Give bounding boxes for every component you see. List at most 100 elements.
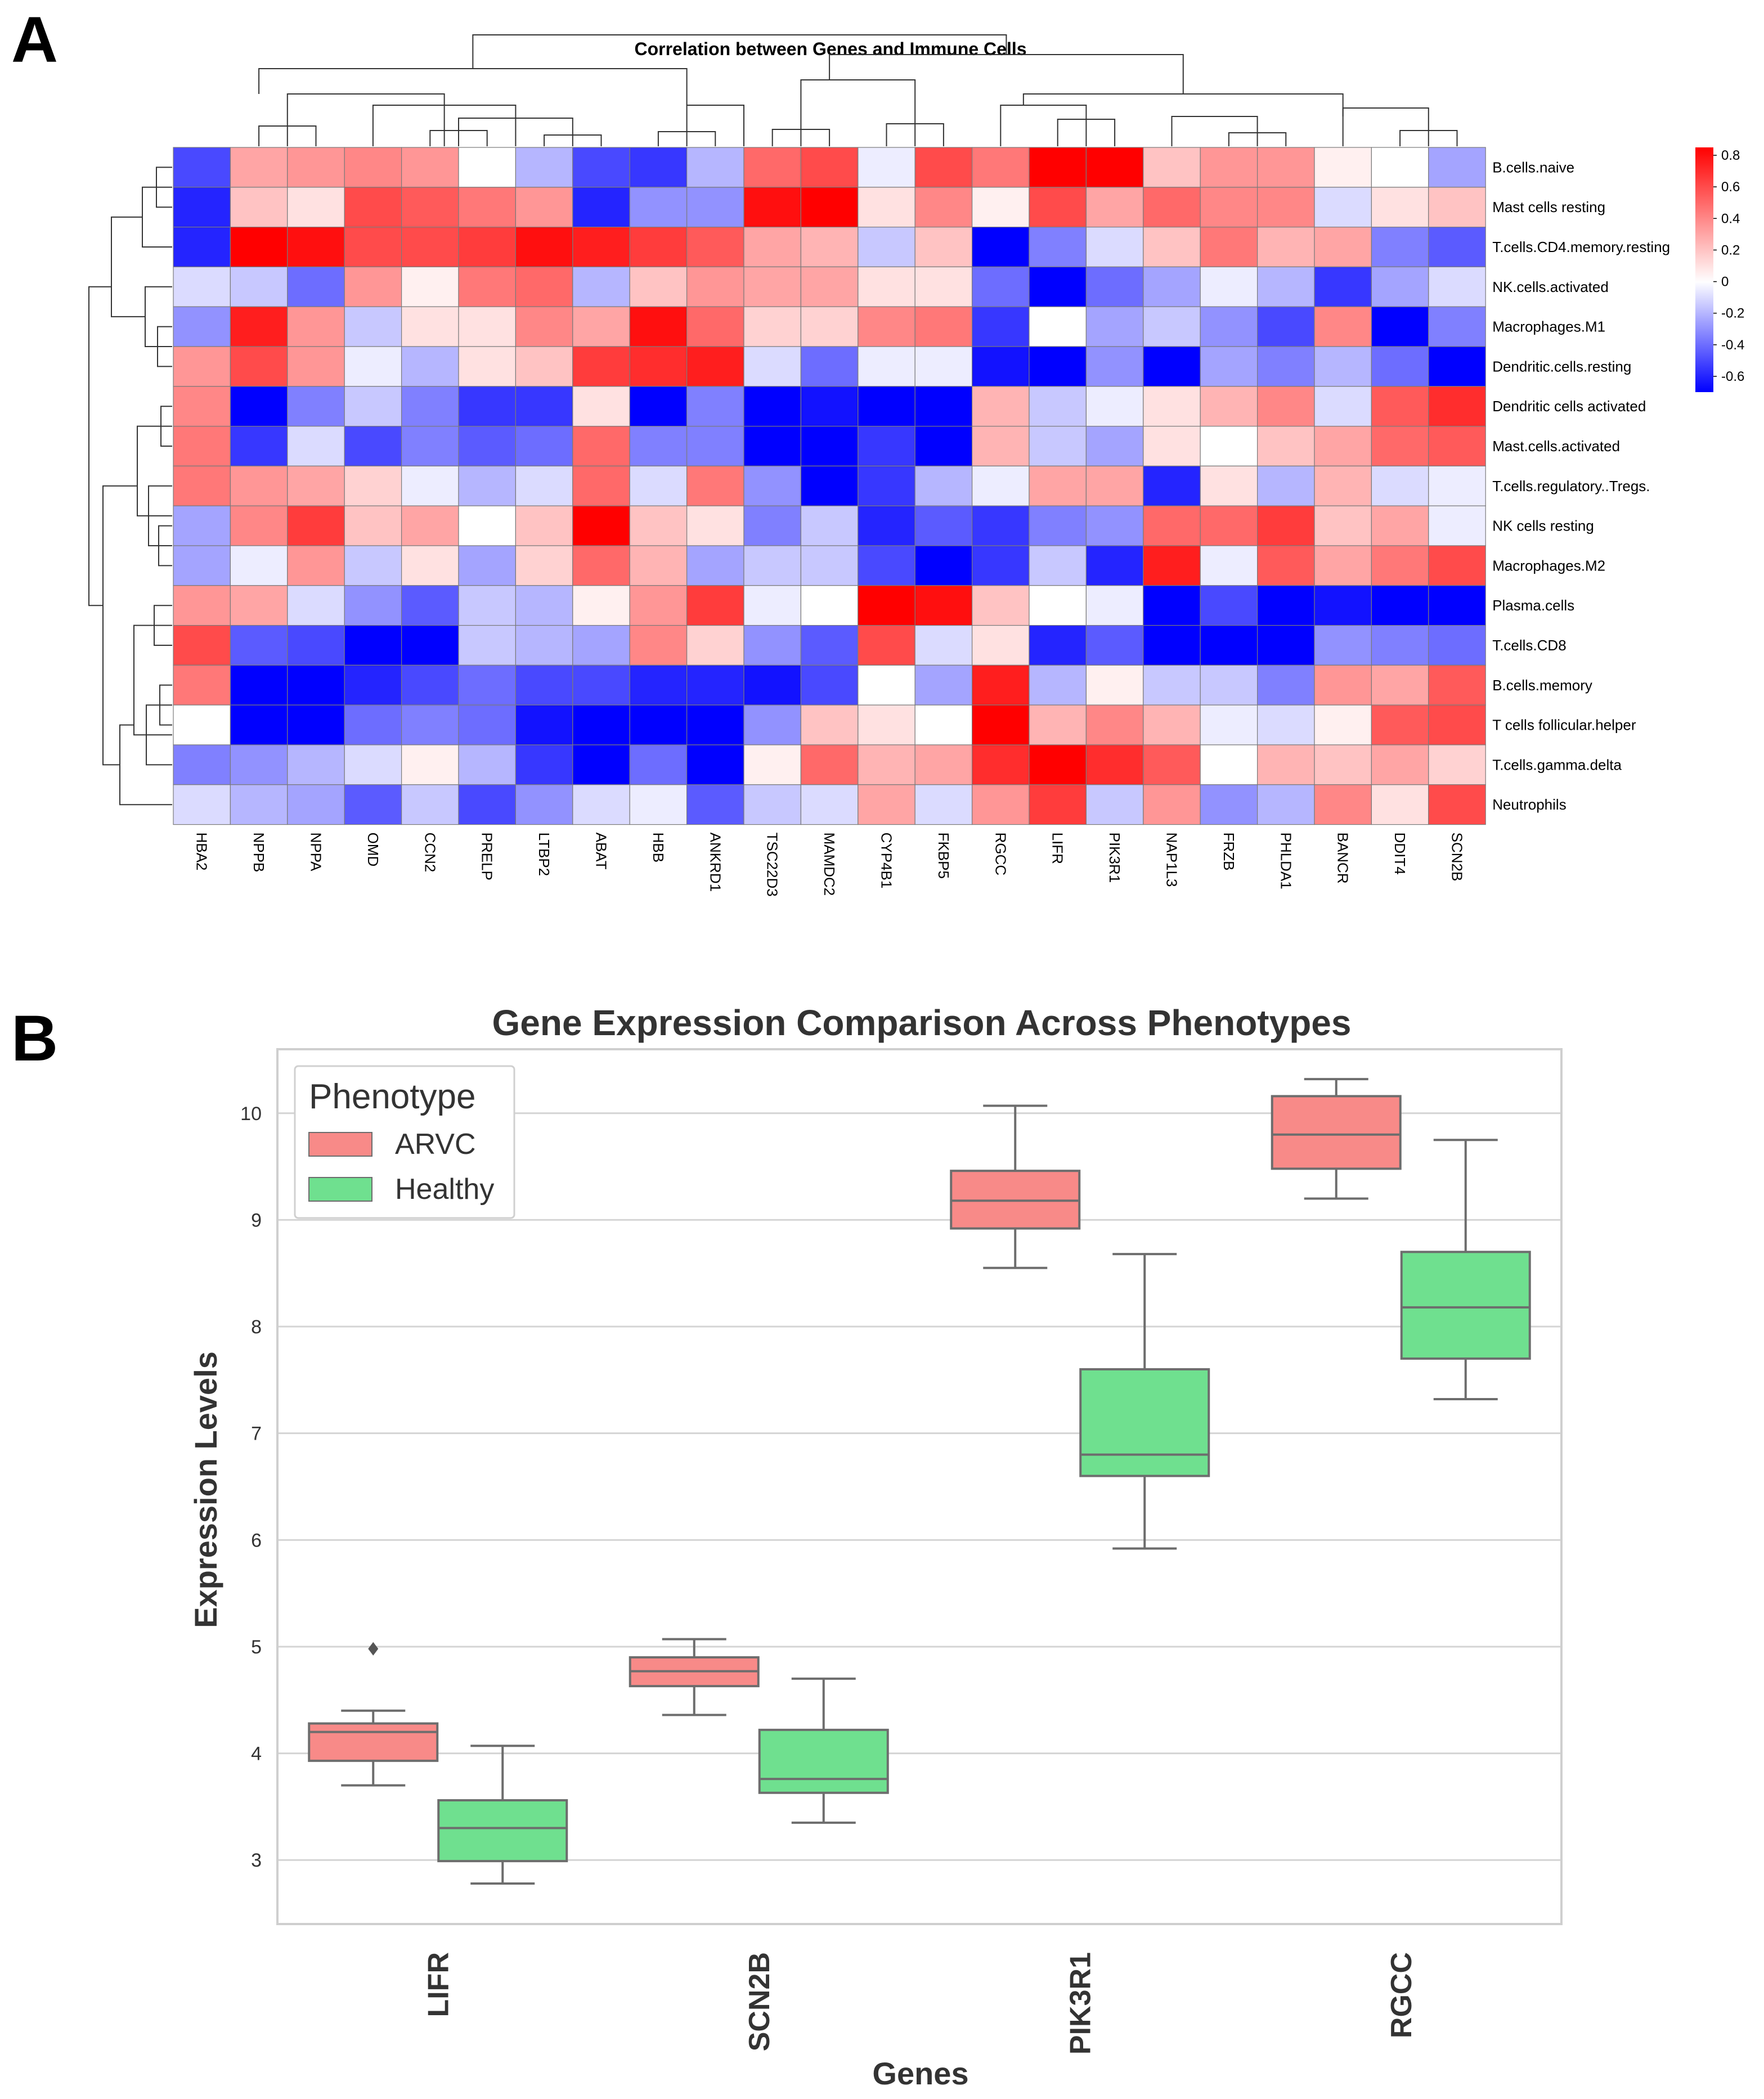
heatmap-cell — [458, 465, 517, 506]
column-dendrogram-link — [286, 93, 445, 146]
y-tick-label: 5 — [251, 1637, 262, 1658]
heatmap-cell — [1314, 784, 1372, 825]
heatmap-cell — [800, 346, 859, 387]
colorbar-tick-label: -0.6 — [1721, 369, 1744, 384]
heatmap-cell — [572, 227, 630, 268]
heatmap-cell — [1029, 664, 1087, 705]
colorbar-tick-label: -0.4 — [1721, 338, 1744, 353]
heatmap-cell — [458, 346, 517, 387]
heatmap-cell — [401, 227, 459, 268]
heatmap-column-label: NPPB — [250, 833, 267, 873]
box-healthy — [1400, 1251, 1531, 1360]
heatmap-cell — [1029, 624, 1087, 666]
heatmap-cell — [914, 585, 973, 626]
heatmap-cell — [1143, 227, 1201, 268]
heatmap-cell — [1314, 744, 1372, 785]
x-tick-label: PIK3R1 — [1064, 1952, 1097, 2055]
heatmap-cell — [1257, 784, 1315, 825]
heatmap-cell — [1200, 545, 1258, 586]
heatmap-cell — [743, 585, 802, 626]
heatmap-cell — [686, 545, 744, 586]
box-healthy — [758, 1728, 889, 1794]
heatmap-cell — [1257, 425, 1315, 466]
heatmap-cell — [858, 227, 915, 268]
heatmap-cell — [572, 545, 630, 586]
heatmap-cell — [686, 784, 744, 825]
heatmap-cell — [572, 306, 630, 347]
heatmap-cell — [344, 227, 402, 268]
heatmap-cell — [1143, 505, 1201, 546]
heatmap-cell — [1029, 187, 1087, 228]
heatmap-cell — [971, 465, 1030, 506]
heatmap-cell — [1085, 227, 1144, 268]
heatmap-column-label: FRZB — [1220, 833, 1237, 871]
heatmap-cell — [686, 306, 744, 347]
heatmap-cell — [686, 346, 744, 387]
heatmap-cell — [686, 425, 744, 466]
heatmap-cell — [1200, 784, 1258, 825]
heatmap-cell — [230, 624, 288, 666]
heatmap-cell — [1085, 784, 1144, 825]
heatmap-cell — [686, 585, 744, 626]
heatmap-cell — [173, 346, 231, 387]
box-arvc — [1271, 1095, 1402, 1170]
heatmap-cell — [914, 505, 973, 546]
heatmap-cell — [971, 784, 1030, 825]
heatmap-cell — [629, 545, 688, 586]
heatmap-cell — [743, 744, 802, 785]
heatmap-cell — [800, 386, 859, 427]
heatmap-cell — [1085, 704, 1144, 745]
heatmap-cell — [515, 465, 573, 506]
heatmap-column-label: HBA2 — [194, 833, 210, 871]
heatmap-cell — [1257, 187, 1315, 228]
heatmap-cell — [914, 704, 973, 745]
heatmap-cell — [914, 664, 973, 705]
heatmap-cell — [1085, 147, 1144, 188]
heatmap-cell — [1029, 545, 1087, 586]
heatmap-cell — [1428, 545, 1486, 586]
heatmap-cell — [971, 187, 1030, 228]
y-tick-label: 7 — [251, 1423, 262, 1445]
heatmap-cell — [572, 624, 630, 666]
heatmap-cell — [800, 624, 859, 666]
heatmap-cell — [230, 227, 288, 268]
heatmap-cell — [458, 187, 517, 228]
heatmap-cell — [1143, 704, 1201, 745]
heatmap-cell — [1085, 306, 1144, 347]
heatmap-cell — [914, 346, 973, 387]
heatmap-cell — [401, 386, 459, 427]
heatmap-cell — [800, 664, 859, 705]
colorbar-tick-label: 0.6 — [1721, 179, 1740, 195]
heatmap-cell — [914, 306, 973, 347]
heatmap-cell — [629, 147, 688, 188]
heatmap-cell — [572, 465, 630, 506]
heatmap-cell — [458, 227, 517, 268]
heatmap-cell — [1428, 624, 1486, 666]
heatmap-cell — [743, 704, 802, 745]
heatmap-cell — [914, 465, 973, 506]
heatmap-cell — [743, 505, 802, 546]
heatmap-title: Correlation between Genes and Immune Cel… — [634, 39, 1026, 59]
y-tick-label: 10 — [240, 1103, 262, 1125]
box-arvc — [308, 1722, 439, 1762]
heatmap-cell — [230, 306, 288, 347]
box-healthy — [1079, 1368, 1210, 1477]
heatmap-cell — [914, 266, 973, 307]
y-tick-label: 3 — [251, 1850, 262, 1871]
heatmap-cell — [515, 505, 573, 546]
heatmap-cell — [401, 306, 459, 347]
heatmap-cell — [858, 266, 915, 307]
heatmap-cell — [287, 386, 345, 427]
heatmap-cell — [572, 147, 630, 188]
heatmap-cell — [344, 505, 402, 546]
column-dendrogram-link — [829, 54, 1184, 94]
heatmap-cell — [1371, 505, 1429, 546]
heatmap-cell — [686, 505, 744, 546]
heatmap-cell — [1257, 744, 1315, 785]
heatmap-cell — [1143, 585, 1201, 626]
heatmap-cell — [401, 425, 459, 466]
heatmap-cell — [1257, 465, 1315, 506]
heatmap-cell — [458, 784, 517, 825]
heatmap-cell — [1314, 425, 1372, 466]
heatmap-cell — [401, 744, 459, 785]
